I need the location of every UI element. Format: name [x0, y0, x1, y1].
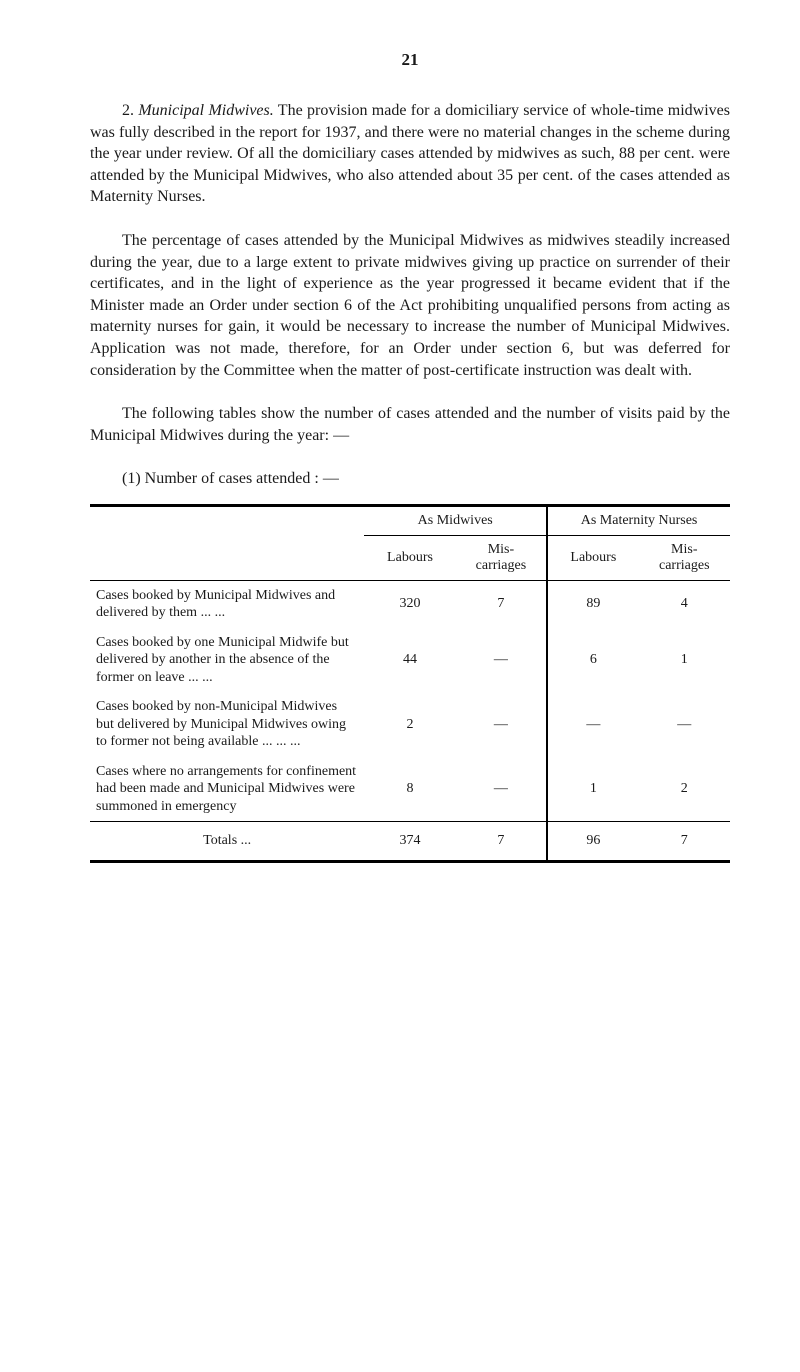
page-number: 21 [90, 50, 730, 70]
table-caption: (1) Number of cases attended : — [90, 468, 730, 490]
cell-mw-miscarriages: — [456, 757, 547, 822]
table-row: Cases booked by Municipal Midwives and d… [90, 580, 730, 628]
header-miscarriages-2: Mis- carriages [639, 535, 730, 580]
header-miscarriages-1: Mis- carriages [456, 535, 547, 580]
header-as-maternity-nurses: As Maternity Nurses [547, 505, 730, 535]
cell-mw-miscarriages: 7 [456, 580, 547, 628]
cell-mw-miscarriages: — [456, 628, 547, 693]
row-label: Cases where no arrangements for confinem… [90, 757, 364, 822]
blank-cell [90, 535, 364, 580]
cell-mn-miscarriages: 1 [639, 628, 730, 693]
row-label: Cases booked by Municipal Midwives and d… [90, 580, 364, 628]
row-label: Cases booked by one Municipal Midwife bu… [90, 628, 364, 693]
cell-mn-labours: 1 [547, 757, 638, 822]
totals-mn-labours: 96 [547, 822, 638, 862]
table-row: Cases booked by one Municipal Midwife bu… [90, 628, 730, 693]
table-row: Cases booked by non-Municipal Midwives b… [90, 692, 730, 757]
totals-mw-miscarriages: 7 [456, 822, 547, 862]
table-header-row-1: As Midwives As Maternity Nurses [90, 505, 730, 535]
row-label: Cases booked by non-Municipal Midwives b… [90, 692, 364, 757]
totals-mn-miscarriages: 7 [639, 822, 730, 862]
cell-mn-labours: 89 [547, 580, 638, 628]
cell-mn-miscarriages: — [639, 692, 730, 757]
paragraph-2: The percentage of cases attended by the … [90, 230, 730, 381]
cell-mw-miscarriages: — [456, 692, 547, 757]
cell-mn-miscarriages: 4 [639, 580, 730, 628]
cell-mw-labours: 8 [364, 757, 455, 822]
table-totals-row: Totals ... 374 7 96 7 [90, 822, 730, 862]
para1-title: Municipal Midwives. [138, 102, 273, 119]
cell-mn-labours: 6 [547, 628, 638, 693]
header-labours-2: Labours [547, 535, 638, 580]
cell-mn-miscarriages: 2 [639, 757, 730, 822]
paragraph-3: The following tables show the number of … [90, 403, 730, 446]
cases-table: As Midwives As Maternity Nurses Labours … [90, 504, 730, 863]
totals-mw-labours: 374 [364, 822, 455, 862]
document-page: 21 2. Municipal Midwives. The provision … [0, 0, 800, 923]
header-labours-1: Labours [364, 535, 455, 580]
cell-mw-labours: 44 [364, 628, 455, 693]
header-as-midwives: As Midwives [364, 505, 547, 535]
paragraph-1: 2. Municipal Midwives. The provision mad… [90, 100, 730, 208]
cell-mn-labours: — [547, 692, 638, 757]
cell-mw-labours: 320 [364, 580, 455, 628]
para1-lead: 2. [122, 102, 138, 119]
totals-label: Totals ... [90, 822, 364, 862]
table-header-row-2: Labours Mis- carriages Labours Mis- carr… [90, 535, 730, 580]
cell-mw-labours: 2 [364, 692, 455, 757]
blank-cell [90, 505, 364, 535]
table-row: Cases where no arrangements for confinem… [90, 757, 730, 822]
